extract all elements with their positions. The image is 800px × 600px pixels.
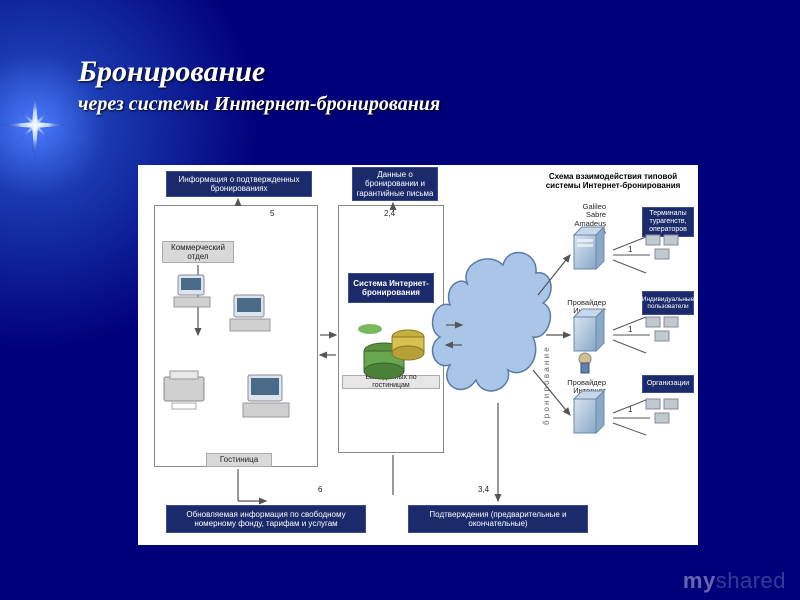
slide-title: Бронирование bbox=[78, 55, 440, 89]
title-block: Бронирование через системы Интернет-брон… bbox=[78, 55, 440, 116]
diagram-panel: Информация о подтвержденных бронирования… bbox=[138, 165, 698, 545]
watermark-rest: shared bbox=[716, 568, 786, 593]
diagram-svg bbox=[138, 165, 698, 545]
slide-subtitle: через системы Интернет-бронирования bbox=[78, 93, 440, 116]
watermark-brand: my bbox=[683, 568, 716, 593]
watermark: myshared bbox=[683, 568, 786, 594]
